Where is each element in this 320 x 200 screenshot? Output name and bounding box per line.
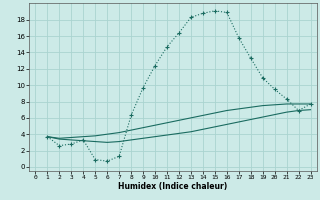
X-axis label: Humidex (Indice chaleur): Humidex (Indice chaleur) — [118, 182, 228, 191]
